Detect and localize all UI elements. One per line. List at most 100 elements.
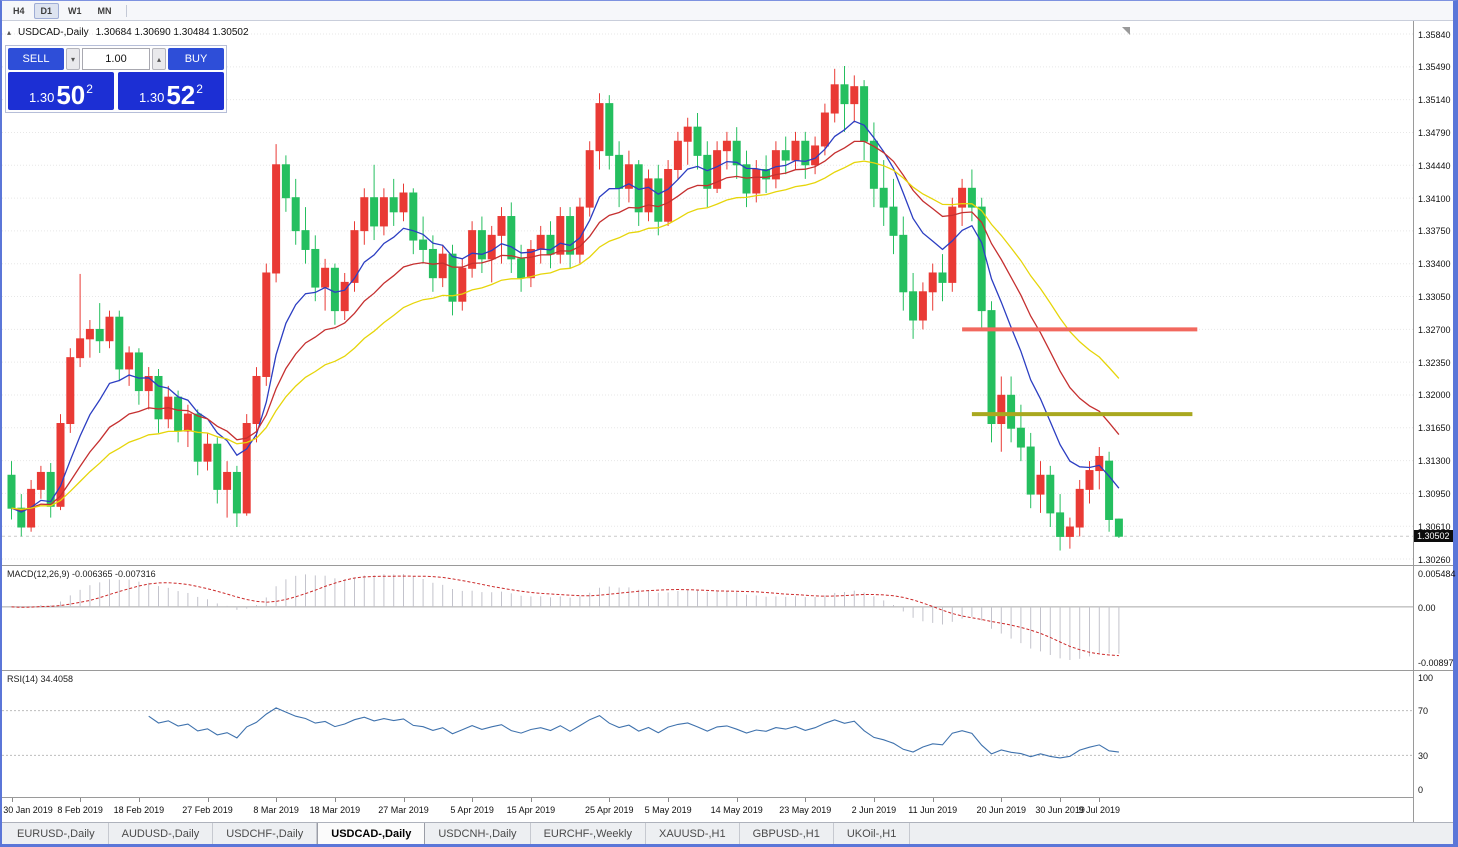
price-tick-label: 1.35140 bbox=[1418, 95, 1451, 106]
tab-usdcnh-daily[interactable]: USDCNH-,Daily bbox=[425, 823, 531, 844]
date-tick bbox=[403, 798, 405, 802]
rsi-scale-label: 0 bbox=[1418, 784, 1424, 795]
chart-symbol-label: USDCAD-,Daily bbox=[18, 27, 89, 38]
timeframe-button-h4[interactable]: H4 bbox=[13, 5, 25, 16]
panel-separator bbox=[1414, 670, 1453, 671]
chart-stack: ▴ USDCAD-,Daily 1.30684 1.30690 1.30484 … bbox=[2, 21, 1413, 822]
macd-scale-max: 0.005484 bbox=[1418, 569, 1456, 579]
macd-signal-line bbox=[11, 575, 1119, 657]
panel-separator bbox=[1414, 565, 1453, 566]
volume-increase-button[interactable]: ▴ bbox=[152, 48, 166, 70]
ma-line-ema-slow bbox=[11, 160, 1120, 511]
price-tick-label: 1.32000 bbox=[1418, 390, 1451, 401]
date-tick bbox=[668, 798, 670, 802]
collapse-arrow-icon[interactable]: ▴ bbox=[7, 28, 12, 37]
date-tick bbox=[873, 798, 875, 802]
date-tick bbox=[1099, 798, 1101, 802]
timeframe-toolbar: H4 D1 W1 MN bbox=[2, 1, 1453, 21]
date-label: 30 Jan 2019 bbox=[3, 805, 53, 815]
rsi-svg[interactable] bbox=[2, 671, 1413, 797]
rsi-label: RSI(14) 34.4058 bbox=[7, 674, 74, 684]
price-scale[interactable]: 1.35840 1.35490 1.35140 1.34790 1.34440 1.341… bbox=[1413, 21, 1456, 822]
timeframe-button-mn[interactable]: MN bbox=[97, 5, 112, 16]
sell-price-prefix: 1.30 bbox=[29, 90, 55, 105]
date-tick bbox=[11, 798, 13, 802]
price-tick-label: 1.30610 bbox=[1418, 521, 1451, 532]
rsi-scale-label: 70 bbox=[1418, 706, 1429, 717]
date-label: 30 Jun 2019 bbox=[1035, 805, 1085, 815]
date-tick bbox=[1001, 798, 1003, 802]
date-tick bbox=[1060, 798, 1062, 802]
timeframe-button-w1[interactable]: W1 bbox=[68, 5, 82, 16]
buy-price-fraction: 2 bbox=[196, 82, 203, 96]
tab-usdchf-daily[interactable]: USDCHF-,Daily bbox=[213, 823, 318, 844]
date-label: 8 Feb 2019 bbox=[57, 805, 103, 815]
ma-line-ema-fast bbox=[11, 120, 1120, 513]
volume-input[interactable] bbox=[82, 48, 150, 70]
date-tick bbox=[530, 798, 532, 802]
macd-panel[interactable]: MACD(12,26,9) -0.006365 -0.007316 bbox=[2, 566, 1413, 671]
main-chart-panel[interactable]: ▴ USDCAD-,Daily 1.30684 1.30690 1.30484 … bbox=[2, 21, 1413, 566]
date-tick bbox=[138, 798, 140, 802]
date-tick bbox=[80, 798, 82, 802]
price-tick-label: 1.31650 bbox=[1418, 423, 1451, 434]
price-tick-label: 1.30260 bbox=[1418, 554, 1451, 565]
rsi-panel[interactable]: RSI(14) 34.4058 bbox=[2, 671, 1413, 798]
tab-xauusd-h1[interactable]: XAUUSD-,H1 bbox=[646, 823, 740, 844]
volume-decrease-button[interactable]: ▾ bbox=[66, 48, 80, 70]
tab-eurusd-daily[interactable]: EURUSD-,Daily bbox=[4, 823, 109, 844]
chart-workspace: ▴ USDCAD-,Daily 1.30684 1.30690 1.30484 … bbox=[2, 21, 1456, 822]
date-label: 2 Jun 2019 bbox=[851, 805, 897, 815]
tab-ukoil-h1[interactable]: UKOil-,H1 bbox=[834, 823, 911, 844]
price-tick-label: 1.31300 bbox=[1418, 456, 1451, 467]
price-tick-label: 1.35490 bbox=[1418, 62, 1451, 73]
date-label: 14 May 2019 bbox=[710, 805, 763, 815]
chart-shift-icon bbox=[1122, 27, 1130, 35]
timeframe-button-d1[interactable]: D1 bbox=[33, 2, 60, 19]
sell-price-pips: 50 bbox=[56, 80, 86, 110]
buy-button[interactable]: BUY bbox=[168, 48, 224, 70]
macd-scale-zero: 0.00 bbox=[1418, 602, 1436, 613]
date-tick bbox=[805, 798, 807, 802]
date-label: 18 Feb 2019 bbox=[113, 805, 165, 815]
time-axis[interactable]: 30 Jan 2019 8 Feb 2019 18 Feb 2019 27 Feb 2… bbox=[2, 798, 1413, 821]
chart-tabs-bar: EURUSD-,Daily AUDUSD-,Daily USDCHF-,Daily U… bbox=[2, 822, 1453, 844]
date-tick bbox=[609, 798, 611, 802]
toolbar-separator bbox=[125, 4, 127, 17]
current-price-tag: 1.30502 bbox=[1414, 530, 1453, 543]
price-tick-label: 1.33750 bbox=[1418, 226, 1451, 237]
macd-histogram bbox=[20, 574, 1120, 660]
date-label: 27 Feb 2019 bbox=[182, 805, 233, 815]
date-label: 8 Mar 2019 bbox=[253, 805, 299, 815]
date-label: 27 Mar 2019 bbox=[378, 805, 429, 815]
buy-price-pips: 52 bbox=[166, 80, 196, 110]
tab-gbpusd-h1[interactable]: GBPUSD-,H1 bbox=[740, 823, 834, 844]
price-tick-label: 1.30950 bbox=[1418, 488, 1451, 499]
date-label: 25 Apr 2019 bbox=[585, 805, 634, 815]
trade-controls-row: SELL ▾ ▴ BUY bbox=[8, 48, 224, 70]
sell-price-button[interactable]: 1.30 50 2 bbox=[8, 72, 114, 110]
tab-eurchf-weekly[interactable]: EURCHF-,Weekly bbox=[531, 823, 646, 844]
buy-price-button[interactable]: 1.30 52 2 bbox=[118, 72, 224, 110]
chart-title: ▴ USDCAD-,Daily 1.30684 1.30690 1.30484 … bbox=[7, 27, 249, 38]
trade-prices-row: 1.30 50 2 1.30 52 2 bbox=[8, 72, 224, 110]
macd-svg[interactable] bbox=[2, 566, 1413, 670]
main-chart-svg[interactable] bbox=[2, 21, 1413, 565]
date-tick bbox=[334, 798, 336, 802]
sell-button[interactable]: SELL bbox=[8, 48, 64, 70]
date-tick bbox=[207, 798, 209, 802]
candlestick-layer bbox=[7, 65, 1123, 551]
sell-price-fraction: 2 bbox=[86, 82, 93, 96]
price-tick-label: 1.35840 bbox=[1418, 29, 1451, 40]
date-label: 5 Apr 2019 bbox=[450, 805, 494, 815]
tab-audusd-daily[interactable]: AUDUSD-,Daily bbox=[109, 823, 214, 844]
macd-label: MACD(12,26,9) -0.006365 -0.007316 bbox=[7, 569, 156, 579]
buy-price-prefix: 1.30 bbox=[139, 90, 165, 105]
date-label: 9 Jul 2019 bbox=[1078, 805, 1121, 815]
date-tick bbox=[736, 798, 738, 802]
date-label: 20 Jun 2019 bbox=[976, 805, 1027, 815]
tab-usdcad-daily[interactable]: USDCAD-,Daily bbox=[317, 823, 426, 844]
one-click-trading-widget: SELL ▾ ▴ BUY 1.30 50 2 1.30 bbox=[5, 45, 227, 113]
rsi-scale-label: 30 bbox=[1418, 750, 1429, 761]
